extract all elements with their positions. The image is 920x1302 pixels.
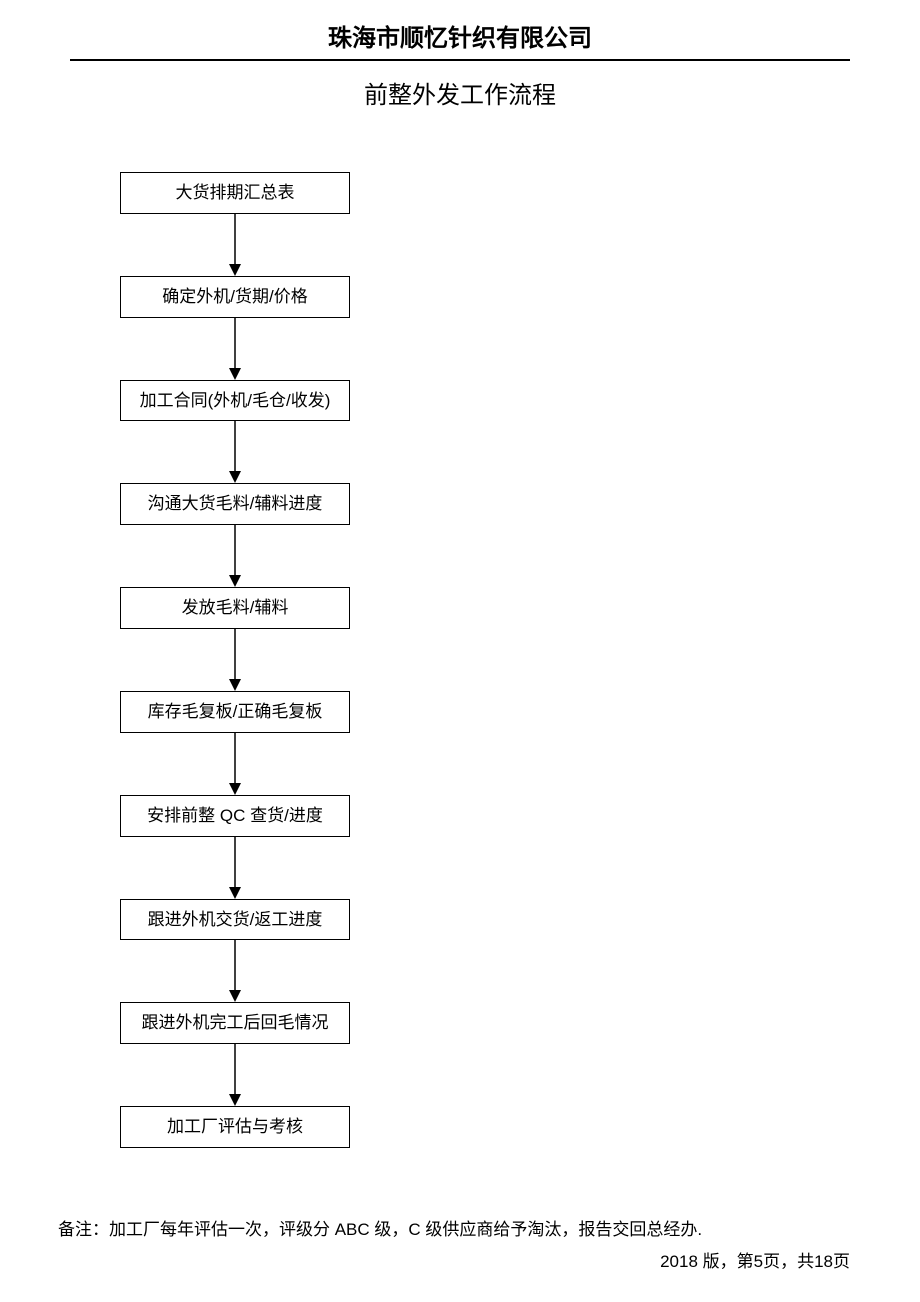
flow-node: 安排前整 QC 查货/进度: [120, 795, 350, 837]
flow-arrow: [110, 733, 360, 795]
footnote: 备注：加工厂每年评估一次，评级分 ABC 级，C 级供应商给予淘汰，报告交回总经…: [58, 1215, 702, 1240]
flow-node: 确定外机/货期/价格: [120, 276, 350, 318]
page-footer: 2018 版，第5页，共18页: [660, 1247, 850, 1272]
flow-arrow: [110, 318, 360, 380]
flow-node: 跟进外机完工后回毛情况: [120, 1002, 350, 1044]
flowchart-container: 大货排期汇总表确定外机/货期/价格加工合同(外机/毛仓/收发) 沟通大货毛料/辅料…: [110, 172, 360, 1148]
flow-arrow: [110, 1044, 360, 1106]
flow-node: 沟通大货毛料/辅料进度: [120, 483, 350, 525]
flow-node: 加工合同(外机/毛仓/收发): [120, 380, 350, 422]
flow-arrow: [110, 629, 360, 691]
flow-arrow: [110, 940, 360, 1002]
flow-node: 跟进外机交货/返工进度: [120, 899, 350, 941]
flow-node: 发放毛料/辅料: [120, 587, 350, 629]
flow-node: 大货排期汇总表: [120, 172, 350, 214]
page-subtitle: 前整外发工作流程: [0, 75, 920, 110]
flow-arrow: [110, 421, 360, 483]
header-underline: [70, 59, 850, 61]
flow-arrow: [110, 525, 360, 587]
company-name: 珠海市顺忆针织有限公司: [328, 18, 592, 59]
flow-node: 库存毛复板/正确毛复板: [120, 691, 350, 733]
flow-arrow: [110, 837, 360, 899]
flow-node: 加工厂评估与考核: [120, 1106, 350, 1148]
flow-arrow: [110, 214, 360, 276]
